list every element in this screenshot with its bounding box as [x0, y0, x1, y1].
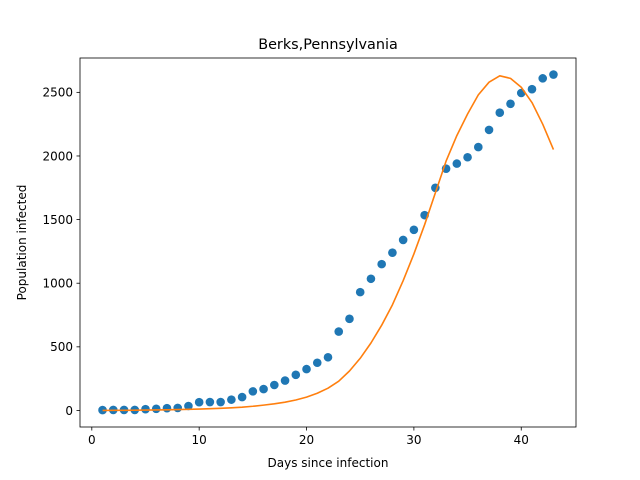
- scatter-point: [366, 274, 376, 284]
- scatter-point: [259, 384, 268, 394]
- scatter-point: [538, 74, 548, 83]
- y-tick-label: 1000: [42, 277, 73, 291]
- scatter-point: [280, 376, 290, 385]
- scatter-point: [312, 358, 322, 368]
- x-tick-label: 10: [192, 433, 207, 447]
- fitted-line: [102, 75, 555, 412]
- y-tick-label: 0: [65, 404, 73, 418]
- y-tick-label: 1500: [42, 213, 73, 227]
- scatter-point: [527, 84, 537, 94]
- chart-title: Berks,Pennsylvania: [258, 37, 398, 53]
- x-axis-label: Days since infection: [268, 456, 389, 470]
- scatter-point: [549, 70, 558, 79]
- scatter-point: [291, 370, 301, 380]
- scatter-point: [495, 108, 505, 118]
- scatter-point: [162, 403, 172, 413]
- scatter-point: [484, 125, 494, 135]
- scatter-point: [388, 248, 397, 257]
- x-tick-label: 40: [514, 433, 529, 447]
- x-tick-label: 0: [88, 433, 96, 447]
- y-tick-label: 2500: [42, 86, 73, 100]
- scatter-point: [463, 152, 472, 162]
- scatter-point: [205, 397, 215, 407]
- scatter-point: [409, 225, 419, 235]
- scatter-point: [302, 364, 311, 374]
- y-tick-label: 500: [50, 340, 73, 354]
- x-tick-label: 30: [406, 433, 421, 447]
- scatter-point: [184, 401, 193, 411]
- y-axis-label: Population infected: [15, 185, 29, 301]
- scatter-point: [141, 404, 150, 414]
- scatter-point: [227, 395, 236, 404]
- x-tick-label: 20: [299, 433, 314, 447]
- scatter-point: [151, 404, 161, 414]
- scatter-point: [216, 397, 225, 407]
- scatter-point: [334, 327, 344, 336]
- scatter-point: [194, 397, 204, 407]
- scatter-point: [516, 88, 526, 98]
- scatter-point: [323, 352, 333, 362]
- scatter-point: [355, 287, 365, 297]
- scatter-point: [270, 380, 279, 390]
- scatter-point: [377, 259, 386, 269]
- axes-frame: [79, 57, 577, 428]
- scatter-point: [506, 99, 515, 109]
- scatter-point: [237, 392, 247, 402]
- scatter-point: [398, 235, 408, 245]
- scatter-point: [452, 159, 462, 168]
- plot-area: [98, 70, 558, 415]
- scatter-point: [345, 314, 354, 324]
- scatter-point: [173, 403, 182, 413]
- scatter-point: [474, 142, 483, 152]
- scatter-point: [248, 387, 258, 396]
- y-tick-label: 2000: [42, 149, 73, 163]
- axis-ticks: 0 10 20 30 40 0 500 1000 1500 2000 2500: [42, 86, 528, 447]
